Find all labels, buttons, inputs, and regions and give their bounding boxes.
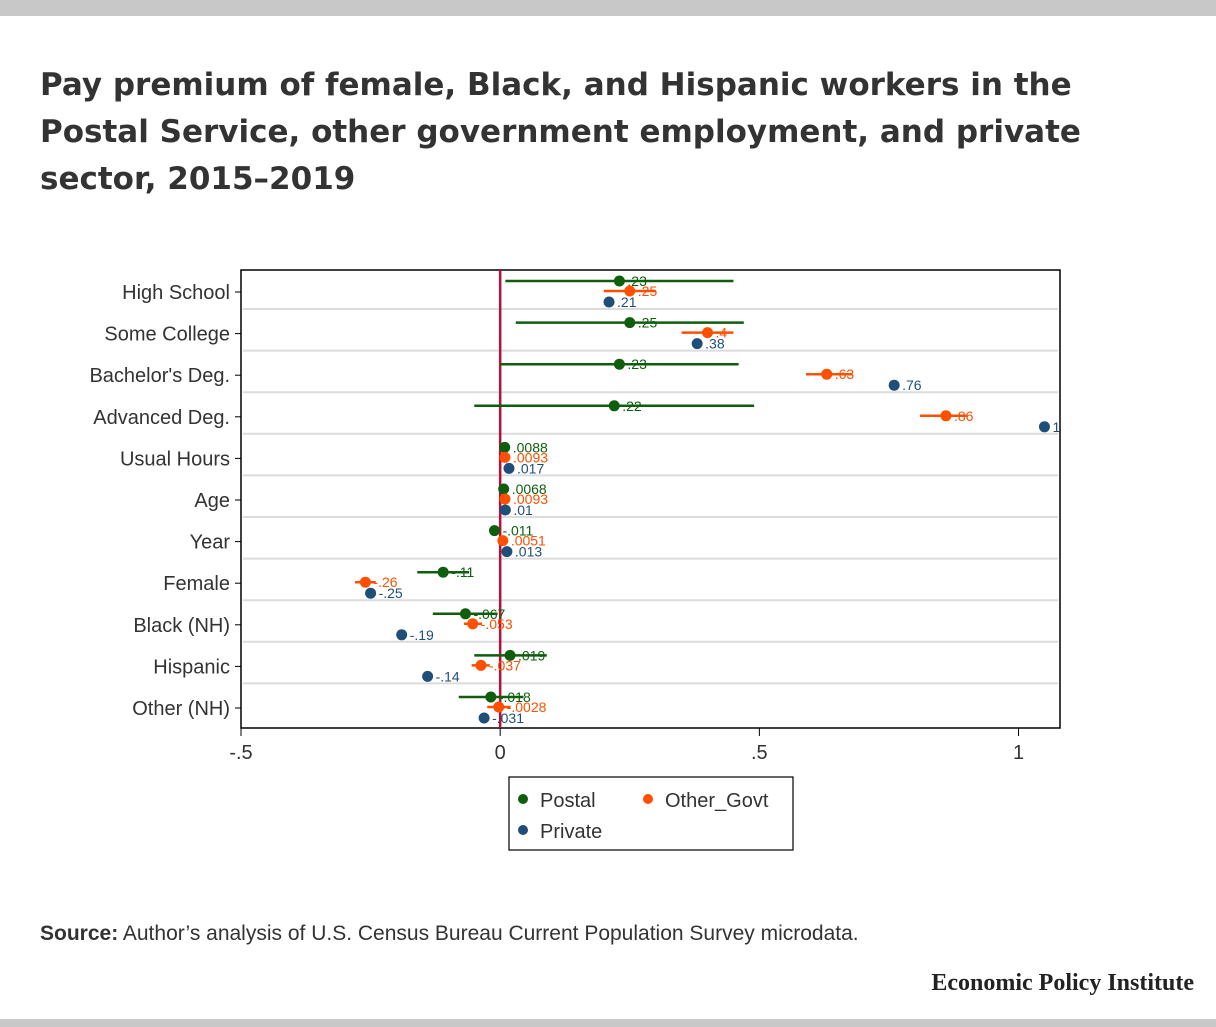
private-point (365, 587, 377, 599)
private-point (503, 462, 515, 474)
postal-value-label: .25 (638, 315, 658, 331)
private-value-label: .013 (515, 544, 542, 560)
postal-value-label: .019 (518, 647, 545, 663)
other-govt-point (497, 535, 509, 547)
postal-value-label: .0068 (512, 481, 547, 497)
coefficient-plot: High School Some College Bachelor's Deg. Ad… (89, 269, 1061, 851)
postal-value-label: -.067 (473, 606, 505, 622)
postal-value-label: -.11 (451, 564, 474, 580)
other-govt-value-label: -.26 (373, 574, 397, 590)
postal-legend-marker (518, 794, 528, 804)
private-point (691, 338, 703, 350)
private-point (888, 379, 900, 391)
other-govt-point (493, 701, 505, 713)
y-label-other-nh: Other (NH) (132, 698, 230, 720)
other-govt-value-label: .0051 (511, 533, 546, 549)
bottom-border-bar (0, 1019, 1216, 1027)
postal-point (488, 525, 500, 537)
other-govt-point (702, 327, 714, 339)
postal-value-label: .23 (627, 273, 647, 289)
postal-point (624, 317, 636, 329)
legend-box (508, 776, 794, 851)
private-point (422, 670, 434, 682)
postal-value-label: -.011 (502, 523, 533, 539)
other-govt-point (940, 410, 952, 422)
top-border-bar (0, 0, 1216, 16)
y-label-year: Year (190, 532, 231, 554)
other-govt-point (499, 493, 511, 505)
private-value-label: .017 (517, 460, 544, 476)
other-govt-point (475, 659, 487, 671)
private-point (478, 712, 490, 724)
y-label-female: Female (163, 573, 230, 595)
postal-legend-label: Postal (540, 790, 596, 812)
postal-point (608, 400, 620, 412)
other-govt-point (499, 451, 511, 463)
private-value-label: 1 (1052, 419, 1060, 435)
y-label-black-nh: Black (NH) (133, 615, 230, 637)
postal-point (459, 608, 471, 620)
chart-title: Pay premium of female, Black, and Hispan… (40, 67, 1081, 197)
postal-point (504, 649, 516, 661)
y-label-some-college: Some College (104, 324, 230, 346)
other-govt-point (359, 576, 371, 588)
private-legend-label: Private (540, 821, 602, 843)
other-govt-point (467, 618, 479, 630)
private-point (499, 504, 511, 516)
postal-point (485, 691, 497, 703)
other-govt-value-label: -.053 (481, 616, 513, 632)
source-text: Author’s analysis of U.S. Census Bureau … (122, 922, 859, 945)
other-govt-value-label: .25 (638, 283, 658, 299)
private-value-label: -.031 (492, 710, 524, 726)
private-point (501, 546, 513, 558)
y-label-age: Age (194, 490, 230, 512)
other-govt-legend-label: Other_Govt (665, 790, 769, 812)
epi-logo-text: Economic Policy Institute (931, 970, 1194, 996)
y-label-high-school: High School (122, 282, 230, 304)
private-value-label: -.19 (410, 627, 434, 643)
postal-value-label: .23 (627, 356, 647, 372)
source-note: Source: Author’s analysis of U.S. Census… (40, 922, 859, 946)
plot-frame (240, 269, 1061, 729)
other-govt-value-label: .0093 (513, 449, 548, 465)
y-label-hispanic: Hispanic (153, 656, 230, 678)
source-label: Source: (40, 922, 119, 945)
postal-point (499, 441, 511, 453)
private-value-label: .01 (513, 502, 533, 518)
postal-value-label: -.018 (499, 689, 531, 705)
postal-value-label: .22 (622, 398, 642, 414)
private-value-label: -.25 (379, 585, 403, 601)
private-point (1038, 421, 1050, 433)
private-value-label: .21 (617, 294, 637, 310)
other-govt-point (821, 368, 833, 380)
postal-point (498, 483, 510, 495)
other-govt-value-label: .86 (954, 408, 974, 424)
x-tick-label: -.5 (229, 742, 252, 764)
other-govt-point (624, 285, 636, 297)
postal-point (437, 566, 449, 578)
private-value-label: -.14 (436, 668, 460, 684)
private-point (396, 629, 408, 641)
y-label-bachelor-s-deg: Bachelor's Deg. (89, 365, 230, 387)
y-label-advanced-deg: Advanced Deg. (93, 407, 230, 429)
postal-value-label: .0088 (513, 439, 548, 455)
other-govt-value-label: .63 (835, 366, 855, 382)
x-tick-label: 1 (1013, 742, 1024, 764)
private-point (603, 296, 615, 308)
postal-point (613, 358, 625, 370)
private-legend-marker (518, 825, 528, 835)
other-govt-value-label: .0093 (513, 491, 548, 507)
private-value-label: .38 (705, 336, 725, 352)
x-tick-label: 0 (495, 742, 506, 764)
x-tick-label: .5 (751, 742, 768, 764)
postal-point (613, 275, 625, 287)
other-govt-value-label: -.0028 (507, 699, 547, 715)
y-label-usual-hours: Usual Hours (120, 448, 230, 470)
other-govt-legend-marker (643, 794, 653, 804)
other-govt-value-label: -.037 (489, 657, 521, 673)
other-govt-value-label: .4 (716, 325, 728, 341)
private-value-label: .76 (902, 377, 922, 393)
